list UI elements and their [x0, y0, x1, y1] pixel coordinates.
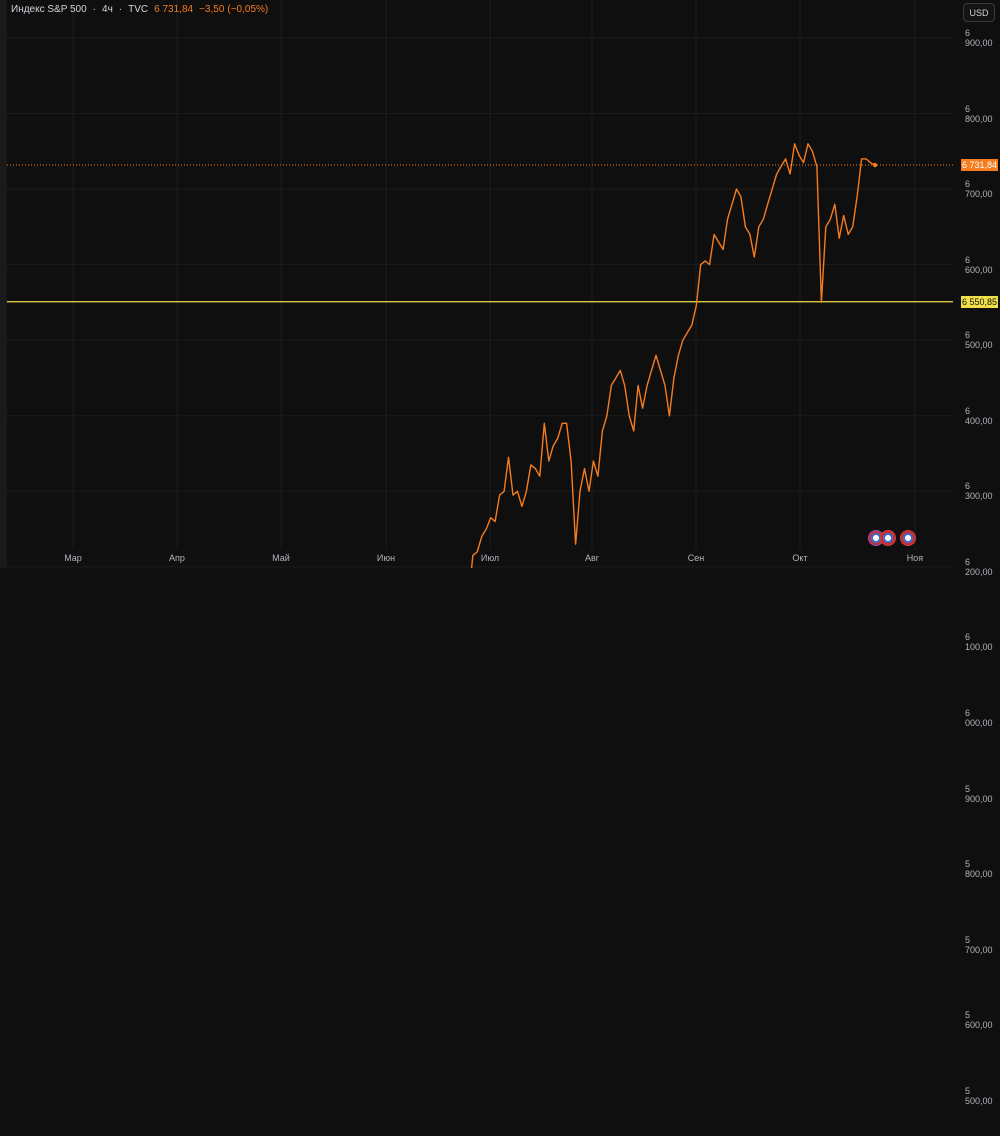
legend-change-percent: (−0,05%) — [227, 4, 269, 15]
horizontal-line-price-label[interactable]: 6 550,85 — [961, 295, 998, 308]
legend-last-price: 6 731,84 — [154, 4, 194, 15]
y-tick: 5 600,00 — [965, 1010, 993, 1031]
x-tick: Авг — [584, 553, 600, 563]
x-tick: Сен — [687, 553, 705, 563]
legend-symbol-name[interactable]: Индекс S&P 500 — [11, 4, 87, 15]
last-price-label: 6 731,84 — [961, 159, 998, 172]
price-line-series[interactable] — [8, 143, 876, 568]
y-tick: 5 700,00 — [965, 934, 993, 955]
y-tick: 6 200,00 — [965, 556, 993, 577]
y-tick: 6 800,00 — [965, 103, 993, 124]
economic-events[interactable] — [868, 530, 916, 546]
legend-interval[interactable]: 4ч — [102, 4, 113, 15]
left-toolbar-strip — [0, 0, 7, 568]
x-tick: Окт — [792, 553, 808, 563]
chart-pane[interactable] — [7, 0, 953, 550]
chart-container[interactable]: Индекс S&P 500 · 4ч · TVC 6 731,84 −3,50… — [0, 0, 1000, 1106]
x-tick: Апр — [169, 553, 185, 563]
price-plot[interactable] — [0, 0, 1000, 568]
x-tick: Июн — [376, 553, 396, 563]
legend-separator: · — [118, 4, 123, 15]
y-tick: 6 300,00 — [965, 481, 993, 502]
series-legend[interactable]: Индекс S&P 500 · 4ч · TVC 6 731,84 −3,50… — [11, 4, 268, 15]
us-flag-event-icon[interactable] — [880, 530, 896, 546]
y-tick: 6 600,00 — [965, 254, 993, 275]
price-axis[interactable] — [953, 0, 1000, 568]
y-tick: 6 000,00 — [965, 707, 993, 728]
us-flag-event-icon[interactable] — [900, 530, 916, 546]
y-tick: 5 500,00 — [965, 1085, 993, 1106]
x-tick: Мар — [64, 553, 82, 563]
y-tick: 6 700,00 — [965, 179, 993, 200]
x-tick: Май — [272, 553, 290, 563]
x-tick: Ноя — [906, 553, 924, 563]
y-tick: 6 100,00 — [965, 632, 993, 653]
y-tick: 5 800,00 — [965, 859, 993, 880]
last-point-marker — [872, 162, 878, 168]
currency-button[interactable]: USD — [963, 3, 995, 22]
x-tick: Июл — [480, 553, 500, 563]
legend-separator: · — [92, 4, 97, 15]
y-tick: 5 900,00 — [965, 783, 993, 804]
legend-change: −3,50 — [199, 4, 225, 15]
y-tick: 6 900,00 — [965, 28, 993, 48]
y-tick: 6 500,00 — [965, 330, 993, 351]
y-tick: 6 400,00 — [965, 405, 993, 426]
legend-source: TVC — [128, 4, 149, 15]
